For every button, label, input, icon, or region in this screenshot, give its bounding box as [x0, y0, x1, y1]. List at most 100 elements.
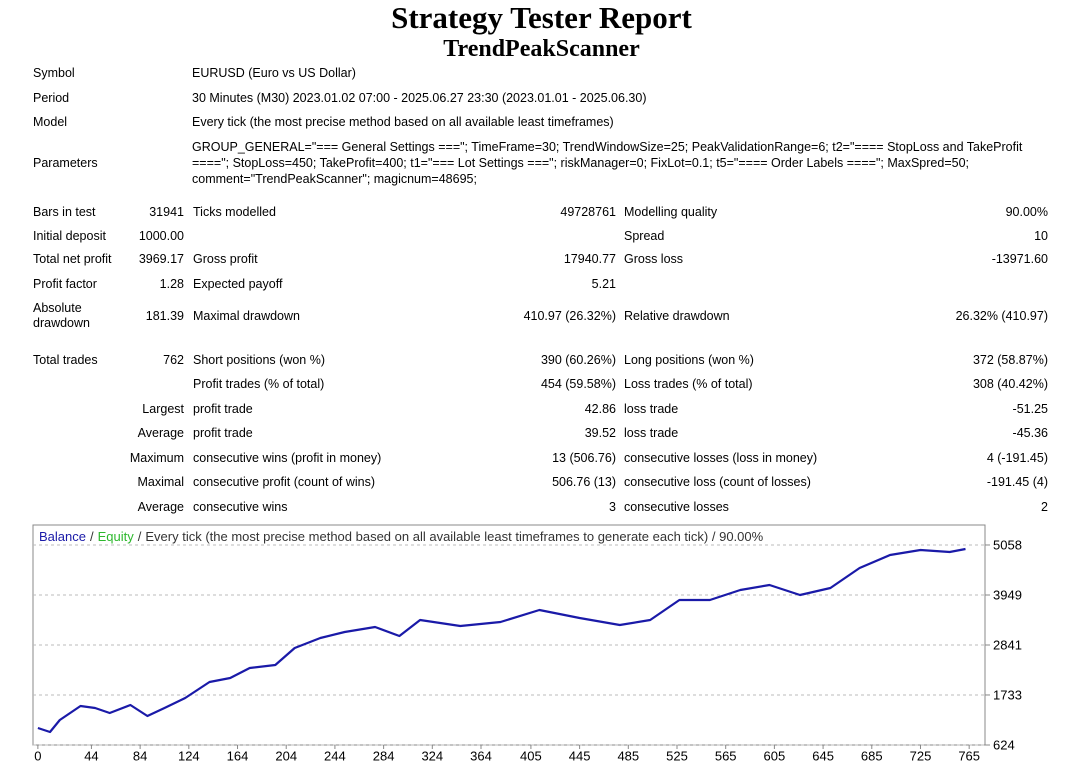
stat-value: -45.36 — [1012, 425, 1048, 440]
chart-caption-text: Every tick (the most precise method base… — [145, 529, 763, 544]
x-tick-label: 164 — [227, 748, 249, 763]
stat-value: 4 (-191.45) — [986, 450, 1048, 465]
stat-label: Total trades — [33, 352, 98, 367]
stat-value: 506.76 (13) — [552, 474, 616, 489]
plot-frame — [32, 524, 986, 746]
info-value: GROUP_GENERAL="=== General Settings ==="… — [192, 140, 1023, 186]
stat-label: loss trade — [624, 401, 679, 416]
stat-value: 49728761 — [560, 204, 616, 219]
stat-value: -13971.60 — [991, 251, 1048, 266]
x-tick-label: 0 — [34, 748, 41, 763]
stat-value: 90.00% — [1005, 204, 1048, 219]
info-label: Period — [33, 90, 70, 105]
stat-label: Modelling quality — [624, 204, 718, 219]
stat-value: 1000.00 — [138, 228, 184, 243]
info-value: 30 Minutes (M30) 2023.01.02 07:00 - 2025… — [192, 90, 647, 105]
stat-label: Absolute drawdown — [33, 301, 90, 330]
y-tick-label: 2841 — [993, 637, 1022, 652]
x-tick-label: 765 — [958, 748, 980, 763]
stat-value: 10 — [1034, 228, 1048, 243]
x-tick-label: 244 — [324, 748, 346, 763]
stat-label: Expected payoff — [193, 276, 283, 291]
stat-value: Average — [137, 499, 184, 514]
stat-label: Initial deposit — [33, 228, 106, 243]
x-tick-label: 525 — [666, 748, 688, 763]
x-tick-label: 284 — [373, 748, 395, 763]
stat-label: consecutive profit (count of wins) — [193, 474, 376, 489]
stat-value: 3969.17 — [138, 251, 184, 266]
stat-value: -191.45 (4) — [986, 474, 1048, 489]
stat-value: 762 — [163, 352, 184, 367]
stat-value: -51.25 — [1012, 401, 1048, 416]
report-title: Strategy Tester Report — [391, 0, 692, 35]
stat-label: profit trade — [193, 401, 253, 416]
y-tick-label: 1733 — [993, 687, 1022, 702]
stat-label: loss trade — [624, 425, 679, 440]
balance-line — [37, 547, 966, 734]
legend-entry: Balance — [39, 529, 86, 544]
stat-label: consecutive losses (loss in money) — [624, 450, 818, 465]
stat-label: Profit trades (% of total) — [193, 376, 325, 391]
info-label: Parameters — [33, 155, 98, 170]
legend-separator: / — [138, 529, 142, 544]
stat-value: 2 — [1041, 499, 1048, 514]
x-tick-label: 324 — [421, 748, 443, 763]
stat-label: consecutive wins (profit in money) — [193, 450, 382, 465]
stat-label: Gross loss — [624, 251, 684, 266]
legend-entry: Equity — [98, 529, 135, 544]
legend-separator: / — [90, 529, 94, 544]
stat-label: Profit factor — [33, 276, 97, 291]
x-tick-label: 645 — [812, 748, 834, 763]
stat-label: consecutive loss (count of losses) — [624, 474, 811, 489]
stat-value: 308 (40.42%) — [972, 376, 1048, 391]
stat-value: 26.32% (410.97) — [955, 308, 1048, 323]
x-tick-label: 605 — [764, 748, 786, 763]
x-tick-label: 405 — [520, 748, 542, 763]
x-tick-label: 485 — [617, 748, 639, 763]
info-value: Every tick (the most precise method base… — [192, 114, 614, 129]
stat-label: Total net profit — [33, 251, 112, 266]
stat-value: 390 (60.26%) — [540, 352, 616, 367]
stat-value: 410.97 (26.32%) — [523, 308, 616, 323]
stat-value: Largest — [142, 401, 184, 416]
stat-value: 1.28 — [159, 276, 184, 291]
stat-value: 5.21 — [591, 276, 616, 291]
stat-label: Maximal drawdown — [193, 308, 300, 323]
stat-value: 17940.77 — [563, 251, 616, 266]
stat-value: 39.52 — [584, 425, 616, 440]
chart-caption: Balance / Equity / Every tick (the most prec… — [39, 529, 764, 544]
stat-label: consecutive wins — [193, 499, 288, 514]
stat-label: Long positions (won %) — [624, 352, 754, 367]
y-tick-label: 5058 — [993, 537, 1022, 552]
stat-value: 31941 — [149, 204, 184, 219]
x-tick-label: 725 — [910, 748, 932, 763]
x-tick-label: 445 — [569, 748, 591, 763]
report-subtitle: TrendPeakScanner — [443, 36, 640, 62]
stat-label: Spread — [624, 228, 665, 243]
stat-label: profit trade — [193, 425, 253, 440]
stat-label: Gross profit — [193, 251, 258, 266]
stat-label: Loss trades (% of total) — [624, 376, 753, 391]
stat-value: 3 — [609, 499, 616, 514]
stat-label: Bars in test — [33, 204, 96, 219]
x-tick-label: 124 — [178, 748, 200, 763]
stat-value: 372 (58.87%) — [972, 352, 1048, 367]
info-label: Symbol — [33, 65, 75, 80]
stat-label: consecutive losses — [624, 499, 729, 514]
x-tick-label: 685 — [861, 748, 883, 763]
stat-value: Maximum — [129, 450, 184, 465]
stat-label: Ticks modelled — [193, 204, 276, 219]
y-tick-label: 3949 — [993, 587, 1022, 602]
y-tick-label: 624 — [993, 737, 1015, 752]
x-tick-label: 204 — [275, 748, 297, 763]
stat-value: 13 (506.76) — [552, 450, 616, 465]
info-value: EURUSD (Euro vs US Dollar) — [192, 65, 356, 80]
stat-value: 42.86 — [584, 401, 616, 416]
stat-value: Average — [137, 425, 184, 440]
x-tick-label: 44 — [84, 748, 98, 763]
stat-value: Maximal — [137, 474, 184, 489]
x-tick-label: 565 — [715, 748, 737, 763]
x-tick-label: 84 — [133, 748, 147, 763]
x-tick-label: 364 — [470, 748, 492, 763]
